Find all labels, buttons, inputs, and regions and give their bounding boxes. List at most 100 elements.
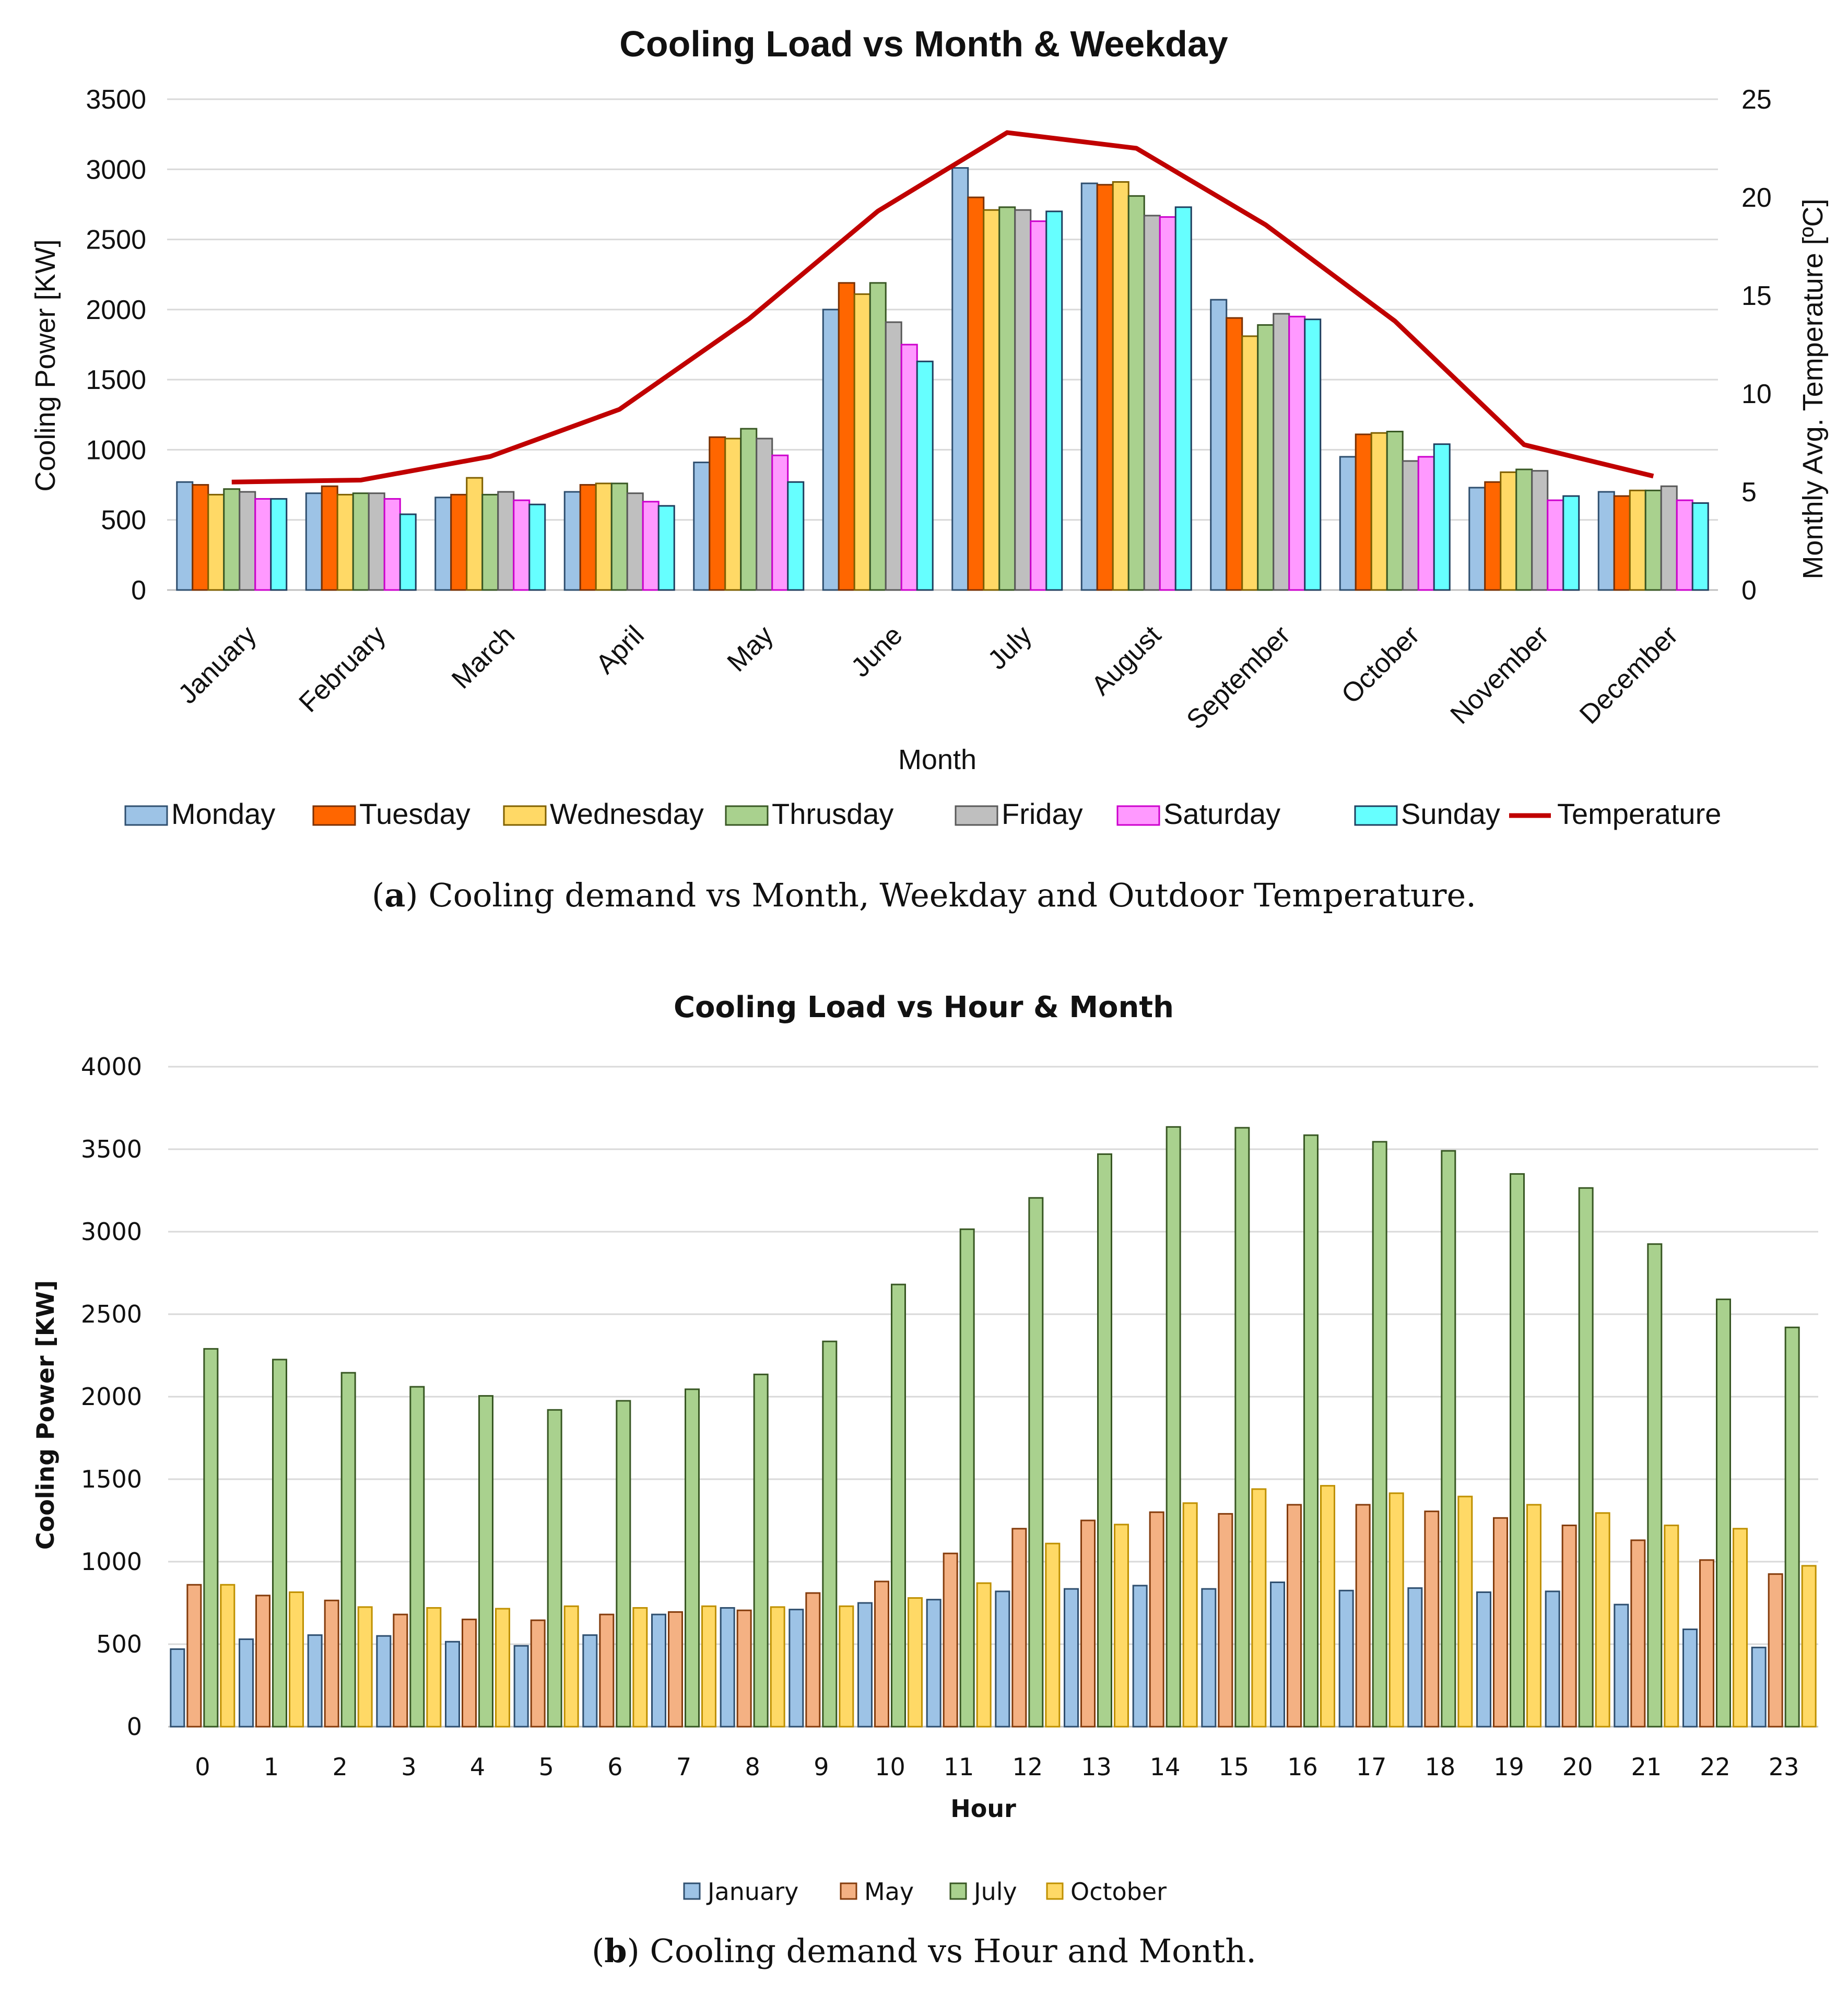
legend-swatch-may [840,1882,857,1900]
bar-may-saturday [771,454,789,591]
x-tick-label-october: October [1336,620,1426,710]
y-tick-label: 1000 [81,1548,142,1576]
bar-january-wednesday [207,493,225,591]
bar-november-wednesday [1500,471,1517,591]
x-tick-label-september: September [1181,620,1296,735]
bar-hour-1-october [289,1591,304,1728]
bar-hour-17-january [1338,1589,1354,1728]
x-tick-label-0: 0 [195,1753,210,1781]
bar-hour-7-july [685,1388,700,1728]
bar-march-saturday [513,499,531,591]
bar-march-friday [497,491,515,591]
bar-hour-0-july [203,1348,219,1728]
bar-july-saturday [1030,220,1047,591]
caption-b: (b) Cooling demand vs Hour and Month. [592,1932,1256,1970]
bar-june-friday [885,321,902,591]
bar-hour-21-january [1614,1603,1629,1728]
bar-hour-14-january [1132,1585,1148,1728]
bar-hour-2-july [340,1372,356,1728]
bar-may-wednesday [724,438,742,591]
y-tick-label: 2500 [81,1300,142,1328]
legend-label-sunday: Sunday [1401,797,1500,830]
bar-september-saturday [1288,315,1306,591]
y-tick-label: 3000 [86,155,146,185]
legend-swatch-january [683,1882,701,1900]
bar-hour-4-january [445,1641,460,1728]
bar-hour-21-may [1630,1539,1646,1728]
bar-july-thrusday [998,206,1016,591]
chart-a-y2-axis-label: Monthly Avg. Temperature [ºC] [1797,198,1829,579]
bar-hour-2-may [324,1599,339,1728]
bar-hour-19-july [1510,1173,1525,1728]
bar-january-tuesday [192,484,209,591]
legend-swatch-october [1046,1882,1064,1900]
bar-january-sunday [270,498,288,591]
bar-hour-0-january [170,1648,185,1728]
bar-october-friday [1402,460,1419,591]
bar-august-tuesday [1096,184,1114,591]
bar-hour-10-july [891,1283,906,1728]
bar-august-friday [1143,215,1161,591]
bar-july-sunday [1045,210,1063,591]
bar-july-wednesday [983,209,1000,591]
caption-b-text: Cooling demand vs Hour and Month. [650,1932,1256,1970]
bar-february-wednesday [336,493,354,591]
chart-a: Cooling Load vs Month & Weekday 0 500 1000… [30,23,1829,830]
bar-june-tuesday [838,282,855,591]
y-tick-label: 3000 [81,1218,142,1246]
bar-hour-13-may [1080,1519,1096,1728]
bar-hour-8-january [720,1607,735,1728]
bar-april-saturday [642,501,660,591]
bar-hour-12-may [1011,1528,1027,1728]
bar-october-sunday [1433,443,1451,591]
chart-a-y-axis-label: Cooling Power [KW] [30,239,61,491]
chart-a-temperature-line [231,130,1654,485]
bar-august-monday [1080,182,1098,591]
bar-hour-4-may [462,1619,477,1728]
chart-b-y-axis-label: Cooling Power [KW] [31,1280,60,1550]
chart-b-legend: January May July October [683,1878,1167,1906]
bar-hour-11-october [976,1582,992,1728]
bar-hour-23-january [1751,1646,1767,1728]
legend-swatch-saturday [1116,805,1160,826]
bar-november-friday [1531,470,1549,591]
bar-december-saturday [1676,499,1693,591]
y-tick-label: 1000 [86,435,146,465]
bar-hour-3-october [426,1607,442,1728]
bar-hour-14-may [1149,1511,1164,1728]
y-tick-label: 3500 [81,1135,142,1163]
legend-label-saturday: Saturday [1163,797,1280,830]
bar-hour-15-october [1251,1488,1267,1728]
chart-a-x-axis-label: Month [898,744,976,775]
caption-a-text: Cooling demand vs Month, Weekday and Out… [428,876,1476,914]
bar-hour-23-july [1784,1326,1800,1728]
bar-hour-20-may [1561,1524,1577,1728]
bar-hour-0-october [220,1584,236,1728]
bar-hour-11-january [926,1599,941,1728]
y-tick-label: 500 [96,1630,142,1658]
bar-hour-6-january [582,1634,598,1728]
bar-hour-6-july [616,1400,631,1728]
bar-hour-22-july [1716,1299,1731,1728]
bar-june-wednesday [853,293,871,591]
x-tick-label-december: December [1574,620,1684,730]
chart-a-bars [176,167,1709,591]
bar-february-thrusday [352,492,370,591]
bar-hour-21-july [1647,1243,1663,1728]
legend-label-july: July [972,1878,1017,1906]
y2-tick-label: 25 [1741,85,1772,115]
x-tick-label-5: 5 [539,1753,554,1781]
bar-hour-16-january [1270,1582,1285,1728]
bar-hour-18-january [1407,1587,1423,1728]
bar-hour-2-october [357,1606,373,1728]
bar-august-sunday [1174,206,1192,591]
bar-hour-9-may [805,1592,821,1728]
chart-a-gridlines [167,98,1718,591]
bar-hour-7-may [668,1611,683,1728]
bar-hour-9-january [788,1609,804,1728]
bar-april-thrusday [610,482,628,591]
legend-label-friday: Friday [1002,797,1083,830]
bar-hour-17-may [1355,1504,1371,1728]
bar-hour-13-january [1064,1588,1079,1728]
